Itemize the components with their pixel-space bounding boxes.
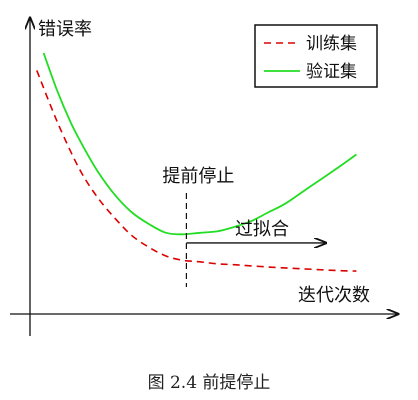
legend-label-train: 训练集 bbox=[306, 34, 357, 54]
early-stop-label: 提前停止 bbox=[162, 166, 234, 187]
series-line-validation bbox=[42, 52, 357, 236]
series-line-train bbox=[36, 70, 357, 272]
figure-caption: 图 2.4 前提停止 bbox=[147, 373, 271, 393]
early-stopping-chart: 错误率 迭代次数 提前停止 过拟合 训练集 验证集 bbox=[10, 0, 418, 336]
overfit-label: 过拟合 bbox=[235, 219, 289, 240]
legend-label-validation: 验证集 bbox=[306, 62, 357, 82]
legend: 训练集 验证集 bbox=[254, 24, 378, 88]
x-axis-label: 迭代次数 bbox=[298, 285, 370, 306]
y-axis-label: 错误率 bbox=[38, 19, 92, 40]
